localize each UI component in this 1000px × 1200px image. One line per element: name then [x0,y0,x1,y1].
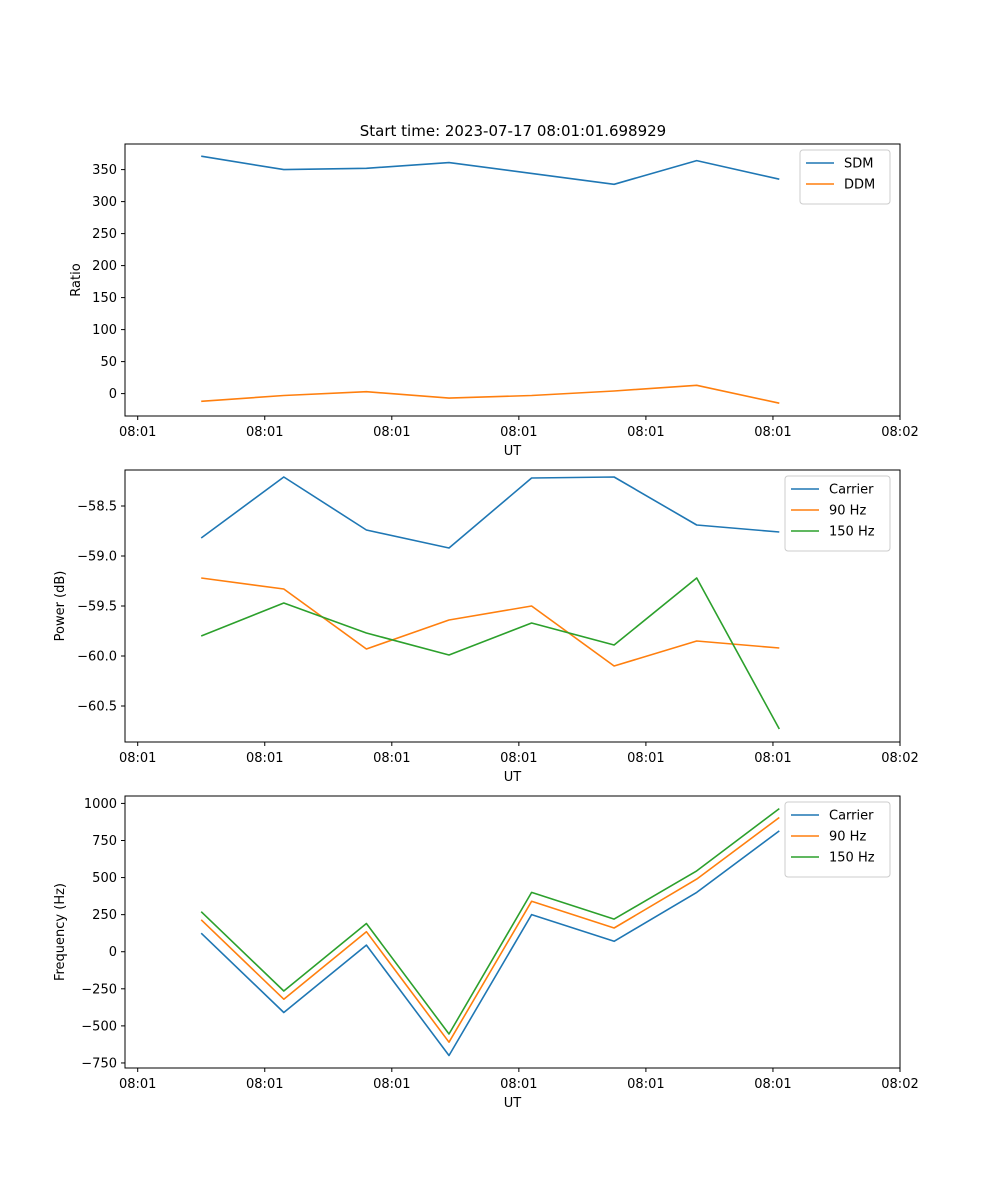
x-tick-label: 08:02 [881,1077,918,1092]
legend-label: 150 Hz [829,851,875,866]
x-tick-label: 08:01 [500,1077,537,1092]
y-tick-label: −60.5 [77,700,117,715]
chart-2: 08:01 08:01 08:01 08:01 08:01 08:01 08:02 −60.5… [53,469,919,785]
x-tick-label: 08:01 [373,751,410,766]
chart-3: 08:01 08:01 08:01 08:01 08:01 08:01 08:02 −750 −… [53,795,919,1111]
legend-box [784,475,891,552]
y-tick-label: 350 [92,163,117,178]
y-tick-label: 150 [92,291,117,306]
y-tick-label: 0 [109,387,117,402]
x-tick-label: 08:01 [373,1077,410,1092]
x-tick-label: 08:01 [246,751,283,766]
legend-label: 90 Hz [829,504,866,519]
y-tick-label: 300 [92,195,117,210]
x-tick-label: 08:01 [627,751,664,766]
y-tick-label: 200 [92,259,117,274]
series-line-150-hz [200,807,780,1035]
x-tick-label: 08:01 [500,751,537,766]
x-tick-label: 08:02 [881,425,918,440]
x-tick-label: 08:02 [881,751,918,766]
y-tick-label: 1000 [84,797,117,812]
series-line-carrier [200,830,780,1057]
legend-label: Carrier [829,483,874,498]
y-tick-label: 0 [109,945,117,960]
legend: Carrier 90 Hz 150 Hz [784,801,891,878]
y-tick-label: 500 [92,871,117,886]
y-tick-label: 250 [92,908,117,923]
chart-1: 08:01 08:01 08:01 08:01 08:01 08:01 08:02 0 50 10… [69,143,919,459]
y-tick-label: −250 [81,982,117,997]
legend-label: Carrier [829,809,874,824]
y-tick-label: −750 [81,1056,117,1071]
x-tick-label: 08:01 [246,1077,283,1092]
y-tick-label: −59.0 [77,550,117,565]
series-line-carrier [200,476,780,549]
x-axis-label: UT [504,1096,522,1111]
x-tick-label: 08:01 [754,751,791,766]
x-tick-label: 08:01 [246,425,283,440]
y-tick-label: −59.5 [77,600,117,615]
y-tick-label: 50 [100,355,117,370]
legend-label: DDM [844,178,875,193]
legend-box [784,801,891,878]
legend: Carrier 90 Hz 150 Hz [784,475,891,552]
y-tick-label: 100 [92,323,117,338]
x-tick-label: 08:01 [754,1077,791,1092]
x-tick-label: 08:01 [627,1077,664,1092]
legend-label: SDM [844,157,873,172]
legend-label: 150 Hz [829,525,875,540]
plots-container: 08:01 08:01 08:01 08:01 08:01 08:01 08:02 0 50 10… [53,143,919,1111]
x-tick-label: 08:01 [119,751,156,766]
series-line-90-hz [201,577,780,667]
x-tick-label: 08:01 [627,425,664,440]
x-tick-label: 08:01 [754,425,791,440]
series-line-ddm [201,384,780,404]
series-line-150-hz [200,577,781,730]
y-tick-label: −60.0 [77,650,117,665]
x-tick-label: 08:01 [500,425,537,440]
x-axis-label: UT [504,444,522,459]
y-tick-label: 750 [92,834,117,849]
y-tick-label: 250 [92,227,117,242]
x-tick-label: 08:01 [373,425,410,440]
x-tick-label: 08:01 [119,1077,156,1092]
y-axis-label: Frequency (Hz) [53,883,68,981]
axes-frame [124,469,901,743]
series-line-sdm [201,155,780,186]
y-tick-label: −500 [81,1019,117,1034]
y-axis-label: Power (dB) [53,571,68,642]
axes-frame [124,143,901,417]
legend: SDM DDM [799,149,891,205]
y-axis-label: Ratio [69,263,84,296]
x-tick-label: 08:01 [119,425,156,440]
series-line-90-hz [200,816,780,1043]
axes-frame [124,795,901,1069]
figure-title: Start time: 2023-07-17 08:01:01.698929 [360,122,666,140]
x-axis-label: UT [504,770,522,785]
y-tick-label: −58.5 [77,500,117,515]
legend-label: 90 Hz [829,830,866,845]
